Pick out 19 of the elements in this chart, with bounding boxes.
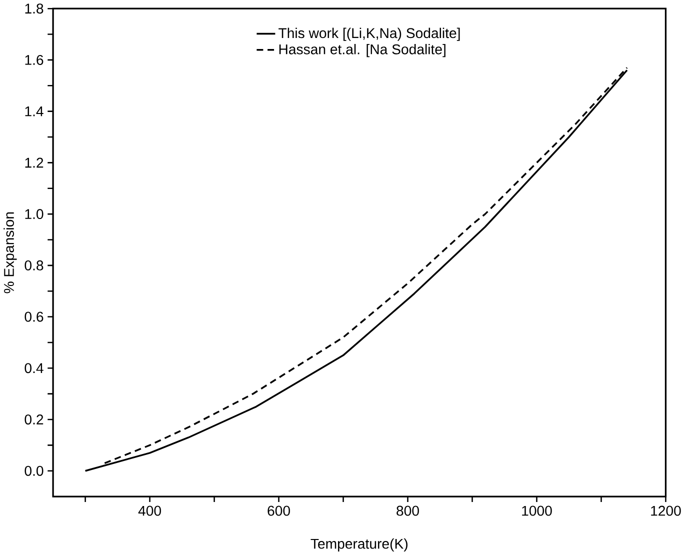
- x-tick-label: 1000: [522, 506, 552, 516]
- y-tick-label: 0.6: [24, 312, 44, 322]
- y-tick-label: 1.6: [25, 54, 44, 65]
- y-tick-label: 1.0: [25, 208, 44, 219]
- y-tick-label: 1.2: [25, 158, 44, 168]
- y-tick-label: 1.8: [25, 4, 44, 14]
- y-tick-label: 0.2: [24, 414, 44, 424]
- y-tick-label: 1.4: [25, 106, 44, 116]
- x-tick-label: 800: [396, 506, 419, 516]
- y-axis-title: % Expansion: [4, 212, 17, 294]
- x-tick-label: 1200: [651, 506, 681, 516]
- legend-label: Hassan et.al. [Na Sodalite]: [279, 44, 446, 58]
- y-tick-label: 0.8: [24, 260, 44, 270]
- x-tick-label: 600: [268, 506, 290, 516]
- x-tick-label: 400: [138, 506, 161, 516]
- x-axis-title: Temperature(K): [310, 538, 408, 552]
- y-tick-label: 0.4: [24, 363, 44, 374]
- y-tick-label: 0.0: [24, 466, 44, 476]
- legend-label: This work [(Li,K,Na) Sodalite]: [278, 28, 460, 41]
